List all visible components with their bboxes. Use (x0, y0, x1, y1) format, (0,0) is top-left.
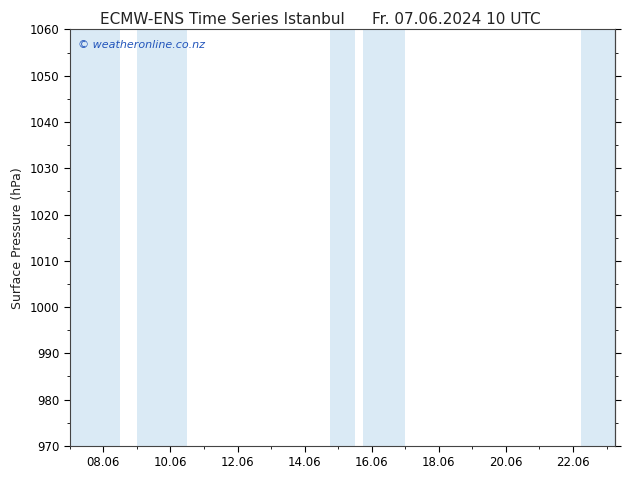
Bar (581, 29, 615, 446)
Text: ECMW-ENS Time Series Istanbul: ECMW-ENS Time Series Istanbul (100, 12, 344, 27)
Bar (363, 29, 405, 446)
Bar (137, 29, 187, 446)
Bar (330, 29, 355, 446)
Text: © weatheronline.co.nz: © weatheronline.co.nz (78, 40, 205, 50)
Bar (70, 29, 120, 446)
Text: Fr. 07.06.2024 10 UTC: Fr. 07.06.2024 10 UTC (372, 12, 541, 27)
Y-axis label: Surface Pressure (hPa): Surface Pressure (hPa) (11, 167, 24, 309)
